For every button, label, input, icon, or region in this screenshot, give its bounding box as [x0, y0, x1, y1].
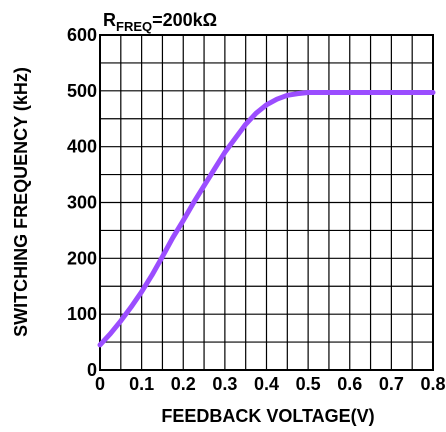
y-tick-labels: 0 100 200 300 400 500 600	[67, 25, 97, 380]
frequency-curve	[97, 90, 436, 348]
x-tick-label: 0.8	[420, 374, 445, 394]
x-tick-label: 0.6	[337, 374, 362, 394]
y-axis-title: SWITCHING FREQUENCY (kHz)	[11, 67, 31, 337]
rfreq-annotation: RFREQ=200kΩ	[103, 10, 217, 34]
x-tick-label: 0	[95, 374, 105, 394]
y-tick-label: 0	[87, 360, 97, 380]
x-tick-label: 0.4	[254, 374, 279, 394]
x-tick-label: 0.7	[379, 374, 404, 394]
y-tick-label: 200	[67, 248, 97, 268]
chart-grid	[100, 35, 433, 370]
x-tick-label: 0.2	[171, 374, 196, 394]
x-tick-label: 0.5	[296, 374, 321, 394]
y-tick-label: 100	[67, 304, 97, 324]
x-tick-labels: 0 0.1 0.2 0.3 0.4 0.5 0.6 0.7 0.8	[95, 374, 446, 394]
y-tick-label: 300	[67, 193, 97, 213]
plot-frame	[99, 34, 434, 371]
y-tick-label: 600	[67, 25, 97, 45]
x-tick-label: 0.3	[212, 374, 237, 394]
x-tick-label: 0.1	[129, 374, 154, 394]
y-tick-label: 500	[67, 81, 97, 101]
x-axis-title: FEEDBACK VOLTAGE(V)	[161, 406, 374, 426]
y-tick-label: 400	[67, 137, 97, 157]
